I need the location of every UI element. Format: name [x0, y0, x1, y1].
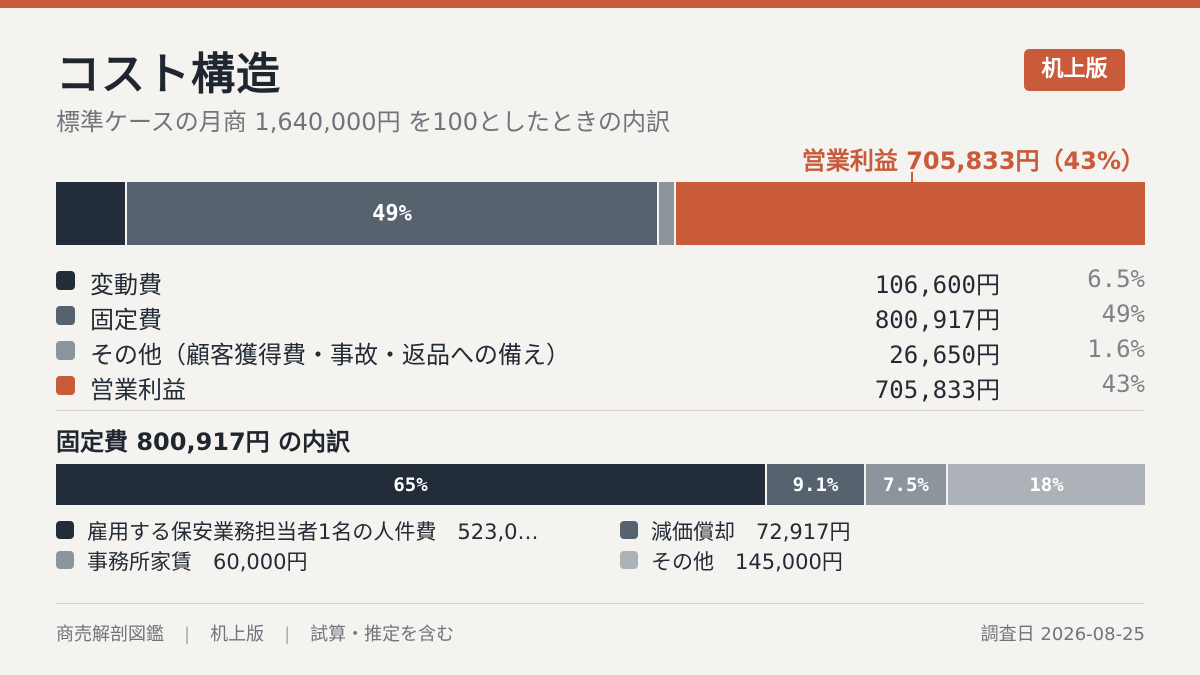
profit-callout: 営業利益 705,833円（43%） [801, 147, 1145, 175]
fixed-segment-depreciation: 9.1% [767, 464, 866, 505]
page-subtitle: 標準ケースの月商 1,640,000円 を100としたときの内訳 [56, 108, 671, 136]
legend-label: 変動費 [90, 271, 162, 299]
fixed-segment-label: 9.1% [792, 473, 839, 496]
legend-percent: 1.6% [1087, 335, 1145, 363]
legend-amount: 705,833円 [874, 376, 1000, 404]
accent-top-bar [0, 0, 1200, 8]
footer-separator: | [284, 624, 291, 645]
footer-divider [56, 603, 1145, 604]
footer-credits: 商売解剖図鑑 | 机上版 | 試算・推定を含む [56, 620, 454, 646]
fixed-legend-label: その他 145,000円 [651, 550, 843, 574]
legend-percent: 6.5% [1087, 265, 1145, 293]
cost-structure-stacked-bar: 49% [56, 182, 1145, 245]
legend-percent: 49% [1101, 300, 1145, 328]
fixed-legend-label: 雇用する保安業務担当者1名の人件費 523,0… [87, 520, 539, 544]
legend-swatch-variable-cost [56, 271, 75, 290]
legend-amount: 106,600円 [874, 271, 1000, 299]
legend-row-variable-cost: 変動費 106,600円 6.5% [56, 262, 1145, 299]
legend-swatch-operating-profit [56, 376, 75, 395]
legend-percent: 43% [1101, 370, 1145, 398]
fixed-segment-label: 18% [1029, 473, 1064, 496]
survey-date: 調査日 2026-08-25 [980, 624, 1145, 645]
profit-callout-tick [911, 172, 913, 182]
bar-segment-operating-profit [676, 182, 1145, 245]
legend-label: 固定費 [90, 306, 162, 334]
footer-item-edition: 机上版 [210, 624, 265, 645]
legend-row-operating-profit: 営業利益 705,833円 43% [56, 367, 1145, 404]
legend-row-other-cost: その他（顧客獲得費・事故・返品への備え） 26,650円 1.6% [56, 332, 1145, 369]
section-divider [56, 410, 1145, 411]
fixed-legend-swatch [56, 521, 74, 539]
bar-segment-label: 49% [372, 201, 412, 226]
legend-swatch-fixed-cost [56, 306, 75, 325]
legend-label: その他（顧客獲得費・事故・返品への備え） [90, 341, 570, 369]
fixed-segment-label: 7.5% [883, 473, 929, 496]
bar-segment-fixed-cost: 49% [127, 182, 659, 245]
fixed-segment-office-rent: 7.5% [866, 464, 948, 505]
fixed-legend-label: 減価償却 72,917円 [651, 520, 851, 544]
footer-separator: | [184, 624, 191, 645]
legend-row-fixed-cost: 固定費 800,917円 49% [56, 297, 1145, 334]
footer-item-series: 商売解剖図鑑 [56, 624, 164, 645]
fixed-legend-swatch [56, 551, 74, 569]
fixed-segment-label: 65% [393, 473, 428, 496]
fixed-cost-section-title: 固定費 800,917円 の内訳 [56, 428, 351, 456]
legend-label: 営業利益 [90, 376, 186, 404]
legend-amount: 26,650円 [889, 341, 1000, 369]
legend-swatch-other-cost [56, 341, 75, 360]
page-title: コスト構造 [56, 49, 281, 100]
fixed-segment-other: 18% [948, 464, 1145, 505]
bar-segment-variable-cost [56, 182, 127, 245]
fixed-legend-label: 事務所家賃 60,000円 [87, 550, 308, 574]
footer-item-note: 試算・推定を含む [310, 624, 455, 645]
legend-amount: 800,917円 [874, 306, 1000, 334]
edition-badge: 机上版 [1024, 49, 1125, 91]
fixed-legend-swatch [620, 551, 638, 569]
fixed-legend-swatch [620, 521, 638, 539]
bar-segment-other-cost [659, 182, 676, 245]
fixed-segment-staff-cost: 65% [56, 464, 767, 505]
fixed-cost-breakdown-bar: 65% 9.1% 7.5% 18% [56, 464, 1145, 505]
